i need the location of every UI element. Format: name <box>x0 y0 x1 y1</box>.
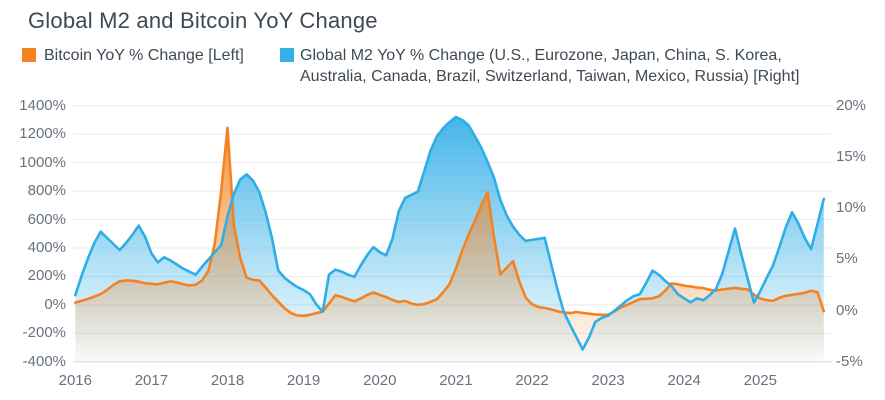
left-axis-tick-label: 1200% <box>19 125 66 143</box>
right-axis-tick-label: 20% <box>836 96 867 114</box>
global-m2-legend-text-line1: Global M2 YoY % Change (U.S., Eurozone, … <box>300 47 782 64</box>
left-axis-tick-label: 1000% <box>19 153 66 171</box>
x-axis-year-label: 2025 <box>743 372 777 389</box>
x-axis-year-label: 2016 <box>58 372 92 389</box>
left-axis-tick-label: 200% <box>27 267 66 285</box>
bitcoin-line <box>74 126 826 318</box>
x-axis-year-label: 2021 <box>439 372 473 389</box>
x-axis-year-label: 2022 <box>515 372 549 389</box>
bitcoin-legend-text: Bitcoin YoY % Change [Left] <box>44 47 244 64</box>
x-axis-year-label: 2023 <box>591 372 625 389</box>
chart-title: Global M2 and Bitcoin YoY Change <box>28 8 378 33</box>
global-m2-line <box>74 115 826 351</box>
global-m2-legend-text-line2: Australia, Canada, Brazil, Switzerland, … <box>300 68 800 85</box>
bitcoin-area <box>75 127 824 362</box>
left-axis-tick-label: 1400% <box>19 96 66 114</box>
left-axis-tick-label: 400% <box>27 239 66 256</box>
global-m2-legend-label[interactable]: Global M2 YoY % Change (U.S., Eurozone, … <box>300 45 799 87</box>
right-axis-tick-label: 5% <box>836 250 858 268</box>
left-axis-tick-label: -200% <box>22 324 66 342</box>
x-axis-year-label: 2024 <box>667 372 701 389</box>
left-axis-tick-label: 600% <box>27 210 66 228</box>
x-axis-year-label: 2020 <box>363 372 397 389</box>
legend: Bitcoin YoY % Change [Left] Global M2 Yo… <box>0 0 885 92</box>
right-axis-tick-label: -5% <box>836 352 863 370</box>
global-m2-legend-swatch <box>280 48 294 62</box>
left-axis-tick-label: 800% <box>27 182 66 200</box>
x-axis-year-label: 2017 <box>134 372 169 389</box>
bitcoin-legend-label[interactable]: Bitcoin YoY % Change [Left] <box>44 45 244 66</box>
right-axis-tick-label: 15% <box>836 147 867 165</box>
left-axis-tick-label: 0% <box>44 295 66 313</box>
x-axis-year-label: 2018 <box>210 372 245 389</box>
left-axis-tick-label: -400% <box>22 352 66 370</box>
right-axis-tick-label: 0% <box>836 301 858 319</box>
right-axis-tick-label: 10% <box>836 199 867 217</box>
bitcoin-legend-swatch <box>22 48 36 62</box>
x-axis-year-label: 2019 <box>286 372 321 389</box>
